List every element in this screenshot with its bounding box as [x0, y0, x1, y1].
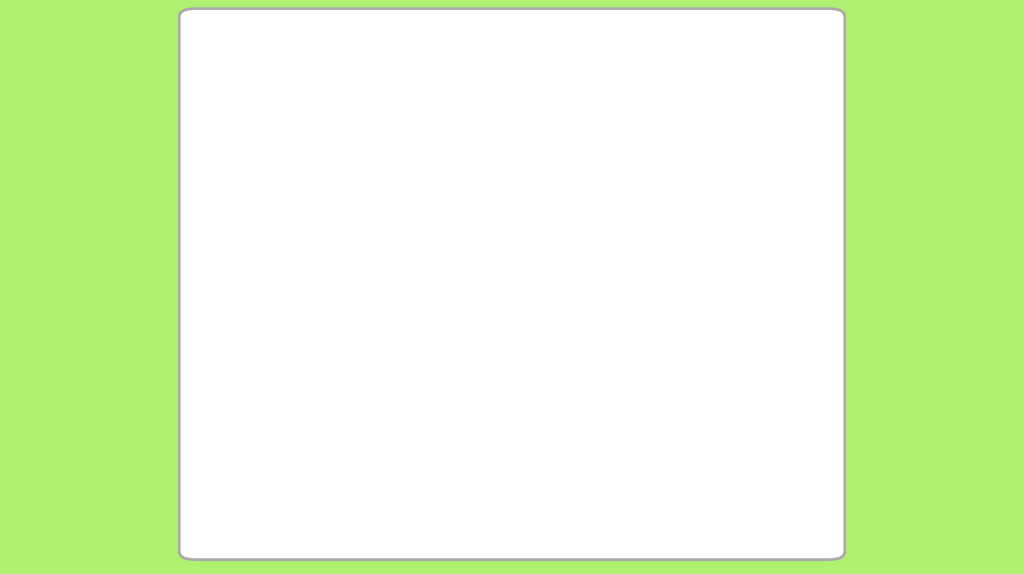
Bar [294, 484, 522, 514]
Text: 143.2: 143.2 [386, 170, 419, 180]
Bar [522, 484, 756, 514]
Text: 147.5: 147.5 [382, 116, 416, 126]
Text: 140.2: 140.2 [624, 278, 656, 288]
Text: 138.6: 138.6 [389, 224, 423, 234]
Text: 138.6: 138.6 [622, 332, 655, 342]
Text: 139.2: 139.2 [623, 494, 655, 504]
Text: 153.8: 153.8 [635, 116, 668, 126]
Bar [522, 214, 762, 244]
Bar [522, 106, 780, 136]
Bar [296, 322, 522, 352]
Bar [296, 376, 522, 406]
Text: 134.8: 134.8 [393, 386, 426, 396]
Bar [522, 430, 755, 460]
Text: 136.0: 136.0 [392, 494, 425, 504]
Bar [522, 268, 757, 298]
Text: 135.2: 135.2 [392, 440, 425, 450]
Text: 138.5: 138.5 [622, 440, 654, 450]
Bar [522, 322, 755, 352]
Bar [283, 160, 522, 190]
Text: 137.9: 137.9 [622, 386, 654, 396]
Text: 136.4: 136.4 [391, 278, 425, 288]
Text: Diesel: Diesel [597, 34, 640, 48]
Bar [294, 268, 522, 298]
Bar [522, 160, 771, 190]
Bar [296, 430, 522, 460]
Bar [522, 376, 754, 406]
Text: 143.0: 143.0 [626, 224, 658, 234]
Title: Comparison of Petrol and Diesel Prices in the UK: Comparison of Petrol and Diesel Prices i… [234, 21, 810, 41]
Text: Petrol: Petrol [486, 34, 526, 48]
Text: 148.5: 148.5 [630, 170, 664, 180]
Bar [290, 214, 522, 244]
Bar [275, 106, 522, 136]
Text: 135.1: 135.1 [392, 332, 426, 342]
